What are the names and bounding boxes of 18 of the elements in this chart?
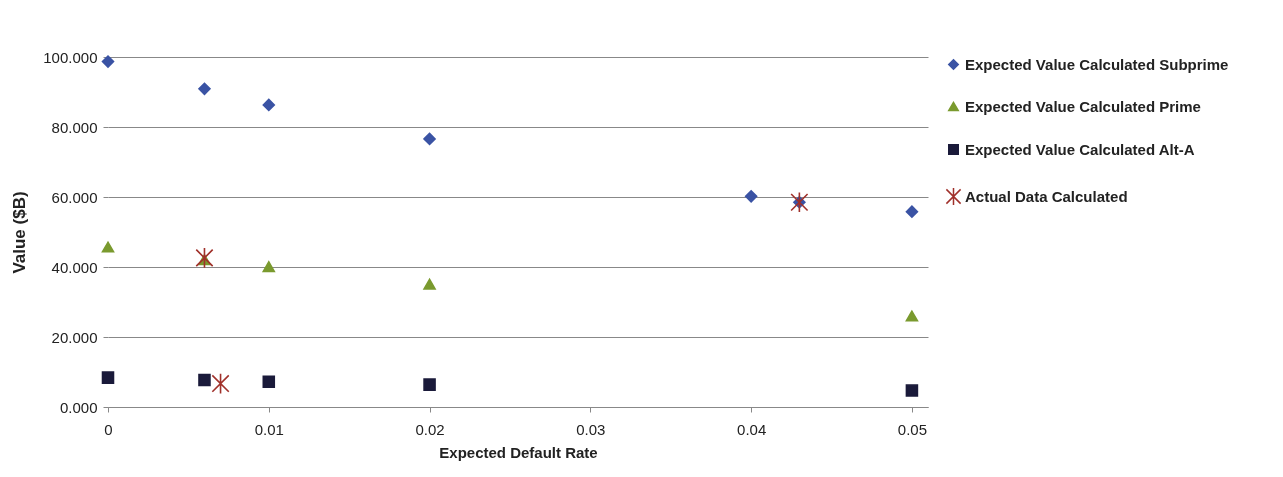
legend-label: Expected Value Calculated Alt-A <box>965 140 1195 158</box>
x-tick-label: 0.01 <box>254 420 284 438</box>
x-tick-label: 0 <box>104 420 113 438</box>
y-axis-title: Value ($B) <box>10 191 30 274</box>
x-tick-label: 0.02 <box>415 420 445 438</box>
legend-label: Actual Data Calculated <box>965 187 1128 205</box>
x-tick-label: 0.04 <box>737 420 767 438</box>
legend-label: Expected Value Calculated Subprime <box>965 55 1229 73</box>
x-tick-label: 0.03 <box>576 420 606 438</box>
y-tick-label: 20.000 <box>51 328 98 346</box>
y-tick-label: 100.000 <box>43 48 98 66</box>
x-axis-title: Expected Default Rate <box>439 443 598 461</box>
y-tick-label: 80.000 <box>51 118 98 136</box>
x-tick-label: 0.05 <box>897 420 928 438</box>
y-tick-label: 60.000 <box>51 188 98 206</box>
legend-label: Expected Value Calculated Prime <box>965 97 1201 115</box>
y-tick-label: 0.000 <box>59 398 98 416</box>
y-tick-label: 40.000 <box>51 258 98 276</box>
